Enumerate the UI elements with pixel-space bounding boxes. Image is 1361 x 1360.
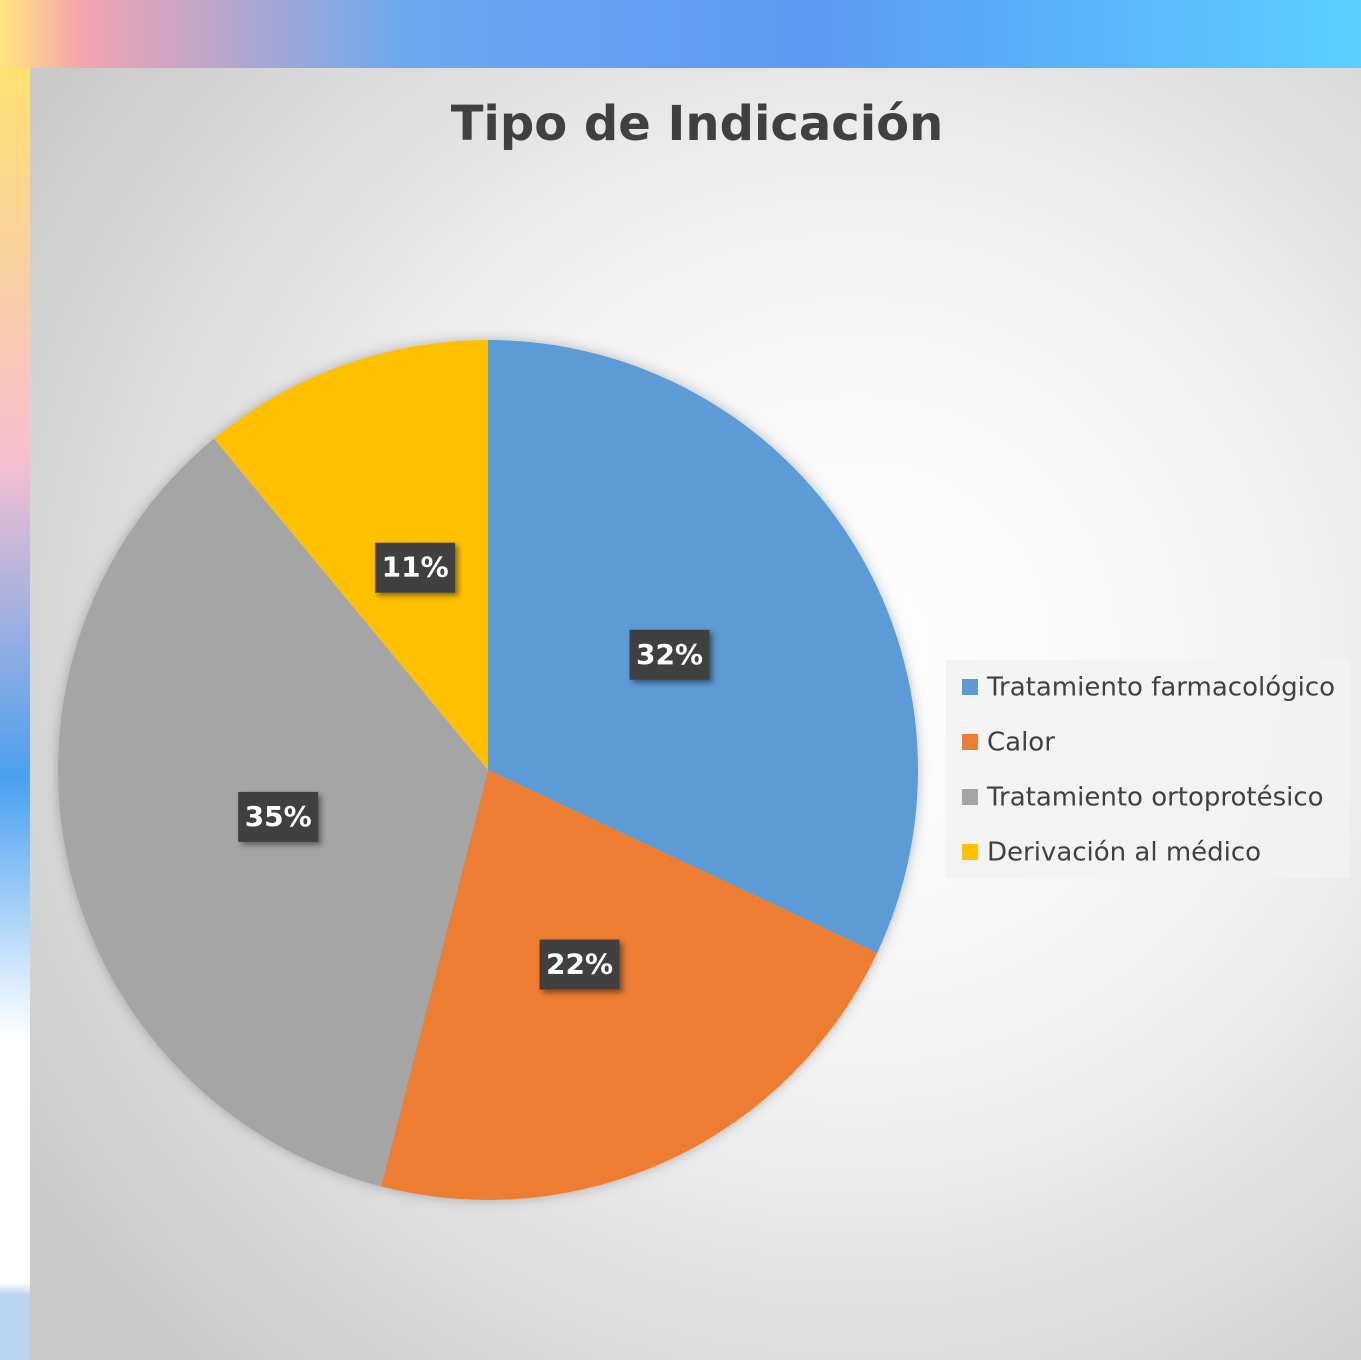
pie-slice	[213, 340, 488, 770]
legend-swatch	[962, 679, 978, 695]
legend-swatch	[962, 844, 978, 860]
data-label-box	[238, 791, 319, 842]
legend-label: Tratamiento ortoprotésico	[986, 783, 1324, 813]
background-strip	[0, 68, 30, 1360]
data-label: 22%	[546, 948, 613, 981]
data-label-box	[375, 542, 456, 593]
legend-label: Calor	[987, 728, 1055, 758]
data-label-box	[629, 629, 710, 680]
legend-label: Derivación al médico	[987, 838, 1261, 868]
data-label: 11%	[382, 551, 449, 584]
data-label: 35%	[245, 800, 312, 833]
legend-swatch	[962, 734, 978, 750]
pie-slice	[381, 770, 878, 1200]
chart-title: Tipo de Indicación	[451, 96, 944, 152]
legend-label: Tratamiento farmacológico	[986, 673, 1335, 703]
legend	[946, 660, 1350, 878]
legend-swatch	[962, 789, 978, 805]
pie	[58, 340, 918, 1200]
data-label: 32%	[636, 638, 703, 671]
data-label-box	[539, 939, 620, 990]
